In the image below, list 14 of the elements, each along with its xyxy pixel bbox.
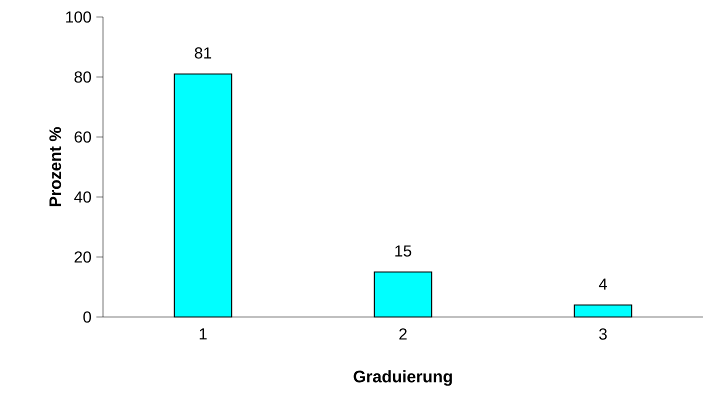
y-tick-label: 0 — [83, 311, 92, 323]
y-tick-label: 20 — [74, 251, 92, 263]
y-axis-title: Prozent % — [49, 127, 62, 206]
x-tick-label: 3 — [599, 328, 607, 340]
y-tick-label: 40 — [74, 191, 92, 203]
y-tick-label: 60 — [74, 131, 92, 143]
data-label: 15 — [395, 245, 412, 257]
data-label: 81 — [194, 47, 212, 59]
data-label: 4 — [598, 278, 607, 290]
x-tick-label: 1 — [200, 328, 207, 340]
x-axis-title: Graduierung — [354, 370, 452, 386]
x-tick-label: 2 — [399, 328, 407, 340]
y-tick-label: 100 — [66, 11, 92, 23]
y-tick-label: 80 — [74, 71, 92, 83]
